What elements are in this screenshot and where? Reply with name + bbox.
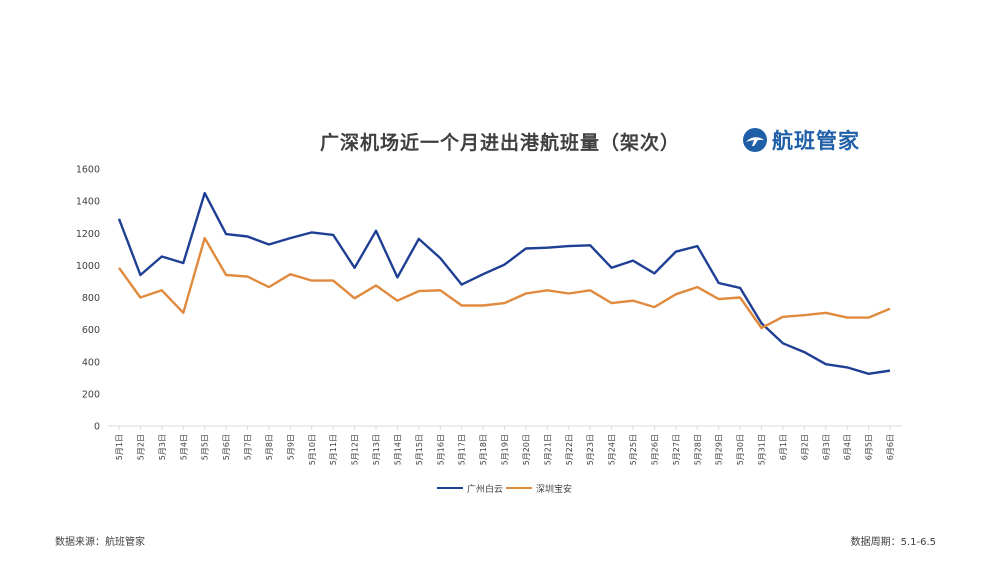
legend-item-guangzhou: 广州白云 <box>437 481 503 495</box>
x-tick-label: 5月2日 <box>136 434 145 460</box>
data-source-note: 数据来源：航班管家 <box>55 537 145 548</box>
x-tick-label: 5月23日 <box>586 434 595 465</box>
x-tick-label: 5月5日 <box>201 434 210 460</box>
x-tick-label: 5月3日 <box>158 434 167 460</box>
y-tick-label: 1000 <box>76 261 100 272</box>
series-line-shenzhen <box>118 236 891 330</box>
y-tick-label: 1600 <box>76 165 100 176</box>
y-tick-label: 1400 <box>76 197 100 208</box>
x-tick-label: 6月4日 <box>843 434 852 460</box>
x-tick-label: 5月17日 <box>458 434 467 465</box>
x-tick-label: 5月30日 <box>736 434 745 465</box>
y-tick-label: 400 <box>82 357 100 368</box>
x-tick-label: 5月31日 <box>758 434 767 465</box>
legend-swatch <box>506 487 532 489</box>
y-tick-label: 0 <box>94 422 100 433</box>
airline-logo-icon <box>743 128 767 152</box>
x-tick-label: 5月14日 <box>393 434 402 465</box>
x-tick-label: 6月2日 <box>800 434 809 460</box>
x-axis: 5月1日 5月2日 5月3日 5月4日 5月5日 5月6日 5月7日 5月8日 5月9日 5月10… <box>115 426 895 465</box>
legend-label: 深圳宝安 <box>536 484 573 495</box>
y-tick-label: 200 <box>82 389 100 400</box>
x-tick-label: 5月10日 <box>308 434 317 465</box>
x-tick-label: 5月28日 <box>693 434 702 465</box>
x-tick-label: 5月18日 <box>479 434 488 465</box>
legend-label: 广州白云 <box>467 484 504 495</box>
x-tick-label: 5月21日 <box>543 434 552 465</box>
x-tick-label: 5月11日 <box>329 434 338 465</box>
x-tick-label: 5月13日 <box>372 434 381 465</box>
x-tick-label: 5月22日 <box>565 434 574 465</box>
x-tick-label: 5月9日 <box>286 434 295 460</box>
x-tick-label: 5月15日 <box>415 434 424 465</box>
y-axis: 0 200 400 600 800 1000 1200 1400 1600 <box>76 165 100 433</box>
x-tick-label: 5月27日 <box>672 434 681 465</box>
x-tick-label: 5月6日 <box>222 434 231 460</box>
x-tick-label: 5月25日 <box>629 434 638 465</box>
y-tick-label: 800 <box>82 293 100 304</box>
x-tick-label: 5月26日 <box>650 434 659 465</box>
legend-item-shenzhen: 深圳宝安 <box>506 481 572 495</box>
y-tick-label: 600 <box>82 325 100 336</box>
x-tick-label: 6月5日 <box>865 434 874 460</box>
x-tick-label: 5月29日 <box>715 434 724 465</box>
x-tick-label: 6月1日 <box>779 434 788 460</box>
x-tick-label: 6月6日 <box>886 434 895 460</box>
x-tick-label: 5月7日 <box>244 434 253 460</box>
x-tick-label: 5月20日 <box>522 434 531 465</box>
x-tick-label: 5月1日 <box>115 434 124 460</box>
x-tick-label: 5月12日 <box>351 434 360 465</box>
x-tick-label: 6月3日 <box>822 434 831 460</box>
y-tick-label: 1200 <box>76 229 100 240</box>
series-group <box>117 191 891 375</box>
x-tick-label: 5月19日 <box>501 434 510 465</box>
x-tick-label: 5月24日 <box>608 434 617 465</box>
data-period-note: 数据周期：5.1-6.5 <box>850 537 936 548</box>
legend-swatch <box>437 487 463 489</box>
x-tick-label: 5月8日 <box>265 434 274 460</box>
brand-logo: 航班管家 <box>742 125 860 155</box>
x-tick-label: 5月16日 <box>436 434 445 465</box>
series-line-guangzhou <box>117 191 891 375</box>
chart-title: 广深机场近一个月进出港航班量（架次） <box>319 132 680 154</box>
brand-name: 航班管家 <box>772 129 860 153</box>
x-tick-label: 5月4日 <box>179 434 188 460</box>
